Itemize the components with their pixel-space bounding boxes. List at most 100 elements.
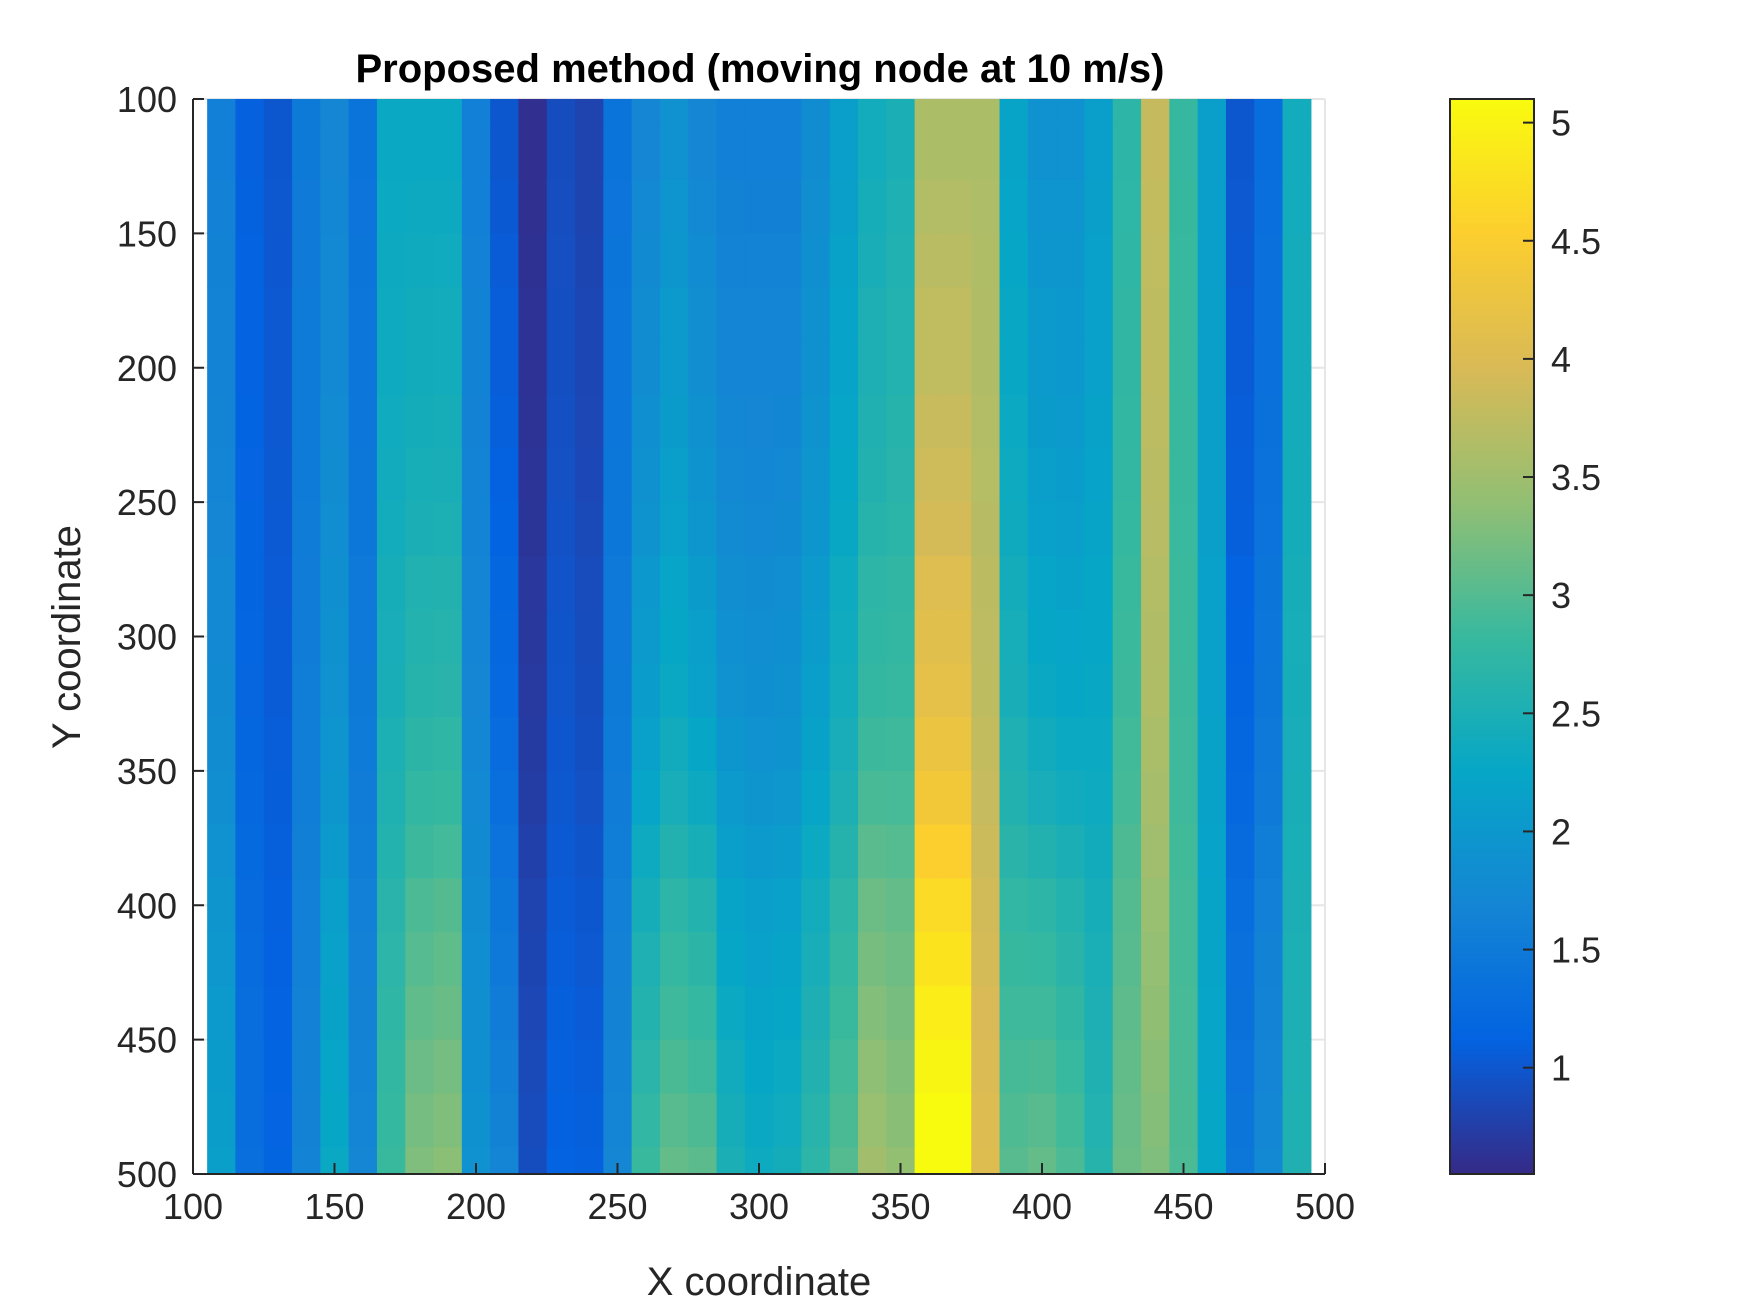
heatmap-cell (744, 179, 774, 234)
heatmap-cell (1254, 99, 1284, 127)
heatmap-cell (688, 448, 718, 503)
heatmap-cell (1056, 502, 1086, 557)
heatmap-cell (405, 555, 435, 611)
heatmap-cell (1112, 717, 1142, 772)
heatmap-cell (744, 663, 774, 718)
heatmap-cell (1112, 502, 1142, 557)
heatmap-cell (688, 1039, 718, 1094)
heatmap-cell (942, 663, 972, 718)
heatmap-cell (263, 985, 293, 1041)
heatmap-cell (659, 233, 689, 288)
colorbar-tick-label: 1 (1551, 1048, 1571, 1089)
heatmap-cell (1141, 824, 1170, 879)
heatmap-cell (942, 1147, 972, 1175)
heatmap-cell (207, 1039, 237, 1094)
heatmap-cell (971, 287, 1001, 342)
heatmap-cell (405, 717, 435, 772)
heatmap-cell (773, 287, 803, 342)
heatmap-cell (1225, 824, 1255, 879)
heatmap-cell (1056, 125, 1086, 181)
heatmap-cell (405, 824, 435, 879)
chart-title: Proposed method (moving node at 10 m/s) (356, 47, 1165, 91)
heatmap-cell (744, 717, 774, 772)
heatmap-cell (207, 555, 237, 611)
heatmap-cell (1027, 770, 1057, 826)
heatmap-cell (433, 448, 463, 503)
heatmap-cell (235, 717, 265, 772)
heatmap-cell (1112, 287, 1142, 342)
heatmap-cell (1027, 179, 1057, 234)
heatmap-cell (546, 932, 576, 987)
heatmap-cell (235, 663, 265, 718)
heatmap-cell (292, 985, 321, 1041)
heatmap-cell (858, 448, 887, 503)
heatmap-cell (659, 394, 689, 449)
heatmap-cell (433, 99, 463, 127)
heatmap-cell (659, 340, 689, 396)
heatmap-cell (1169, 502, 1199, 557)
heatmap-cell (773, 394, 803, 449)
heatmap-cell (546, 125, 576, 181)
heatmap-cell (348, 609, 378, 664)
heatmap-cell (942, 448, 972, 503)
heatmap-cell (829, 663, 859, 718)
heatmap-cell (1197, 125, 1227, 181)
heatmap-cell (744, 555, 774, 611)
heatmap-cell (1225, 233, 1255, 288)
heatmap-cell (348, 99, 378, 127)
heatmap-cell (1225, 340, 1255, 396)
heatmap-cell (575, 878, 604, 933)
heatmap-cell (1169, 609, 1199, 664)
heatmap-cell (914, 233, 944, 288)
heatmap-cell (461, 555, 491, 611)
heatmap-cell (1282, 663, 1312, 718)
heatmap-cell (971, 985, 1001, 1041)
y-axis-label: Y coordinate (45, 525, 89, 749)
heatmap-cell (575, 502, 604, 557)
heatmap-cell (1056, 932, 1086, 987)
heatmap-cell (235, 555, 265, 611)
heatmap-cell (263, 770, 293, 826)
heatmap-cell (829, 609, 859, 664)
heatmap-cell (405, 1093, 435, 1148)
heatmap-cell (1225, 1147, 1255, 1175)
heatmap-cell (603, 717, 633, 772)
heatmap-cell (1282, 555, 1312, 611)
heatmap-cell (971, 770, 1001, 826)
heatmap-cell (405, 609, 435, 664)
heatmap-cell (292, 340, 321, 396)
heatmap-cell (886, 1093, 916, 1148)
x-tick-label: 400 (1012, 1186, 1072, 1227)
heatmap-cell (744, 878, 774, 933)
heatmap-cell (348, 770, 378, 826)
heatmap-cell (490, 99, 520, 127)
heatmap-cell (1169, 932, 1199, 987)
heatmap-cell (490, 448, 520, 503)
heatmap-cell (1225, 717, 1255, 772)
heatmap-cell (518, 985, 548, 1041)
heatmap-cell (1197, 1147, 1227, 1175)
heatmap-cell (320, 609, 350, 664)
heatmap-cell (461, 878, 491, 933)
heatmap-cell (744, 99, 774, 127)
heatmap-cell (405, 770, 435, 826)
colorbar-tick-label: 2.5 (1551, 693, 1601, 734)
heatmap-cell (433, 824, 463, 879)
heatmap-cell (688, 878, 718, 933)
heatmap-cell (461, 233, 491, 288)
heatmap-cell (914, 287, 944, 342)
heatmap-cell (320, 717, 350, 772)
heatmap-cell (207, 1093, 237, 1148)
heatmap-cell (320, 555, 350, 611)
heatmap-cell (829, 717, 859, 772)
heatmap-cell (1225, 663, 1255, 718)
heatmap-cell (716, 1039, 746, 1094)
heatmap-cell (263, 824, 293, 879)
heatmap-cell (688, 394, 718, 449)
heatmap-cell (858, 770, 887, 826)
heatmap-cell (631, 179, 661, 234)
heatmap-cell (263, 663, 293, 718)
heatmap-cell (433, 609, 463, 664)
heatmap-cell (773, 717, 803, 772)
